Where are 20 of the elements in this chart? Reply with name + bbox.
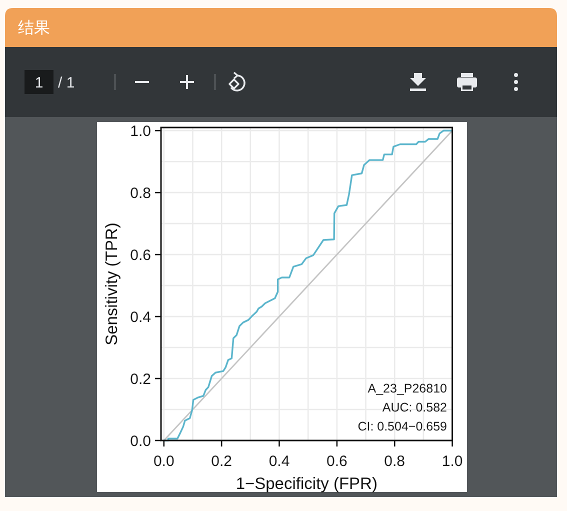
y-tick-label: 0.4 (130, 308, 151, 326)
annotation: A_23_P26810 (368, 382, 448, 396)
x-tick-label: 0.8 (384, 453, 406, 470)
x-tick-label: 1.0 (442, 453, 463, 470)
y-tick-label: 0.2 (130, 370, 151, 388)
chart-title: 结果 (18, 19, 50, 37)
x-tick-label: 0.0 (153, 453, 174, 470)
y-tick-label: 0.6 (130, 246, 151, 264)
annotation: CI: 0.504−0.659 (358, 420, 448, 434)
x-tick-label: 0.6 (326, 453, 348, 470)
text: 1 (34, 74, 44, 92)
x-axis-title: 1−Specificity (FPR) (236, 475, 378, 493)
x-tick-label: 0.4 (268, 453, 290, 470)
y-tick-label: 0.0 (130, 432, 151, 450)
y-axis-title: Sensitivity (TPR) (103, 222, 121, 346)
annotation: AUC: 0.582 (382, 400, 448, 414)
text: / 1 (58, 74, 75, 92)
y-tick-label: 1.0 (130, 123, 151, 140)
x-tick-label: 0.2 (211, 453, 232, 470)
y-tick-label: 0.8 (130, 184, 151, 202)
